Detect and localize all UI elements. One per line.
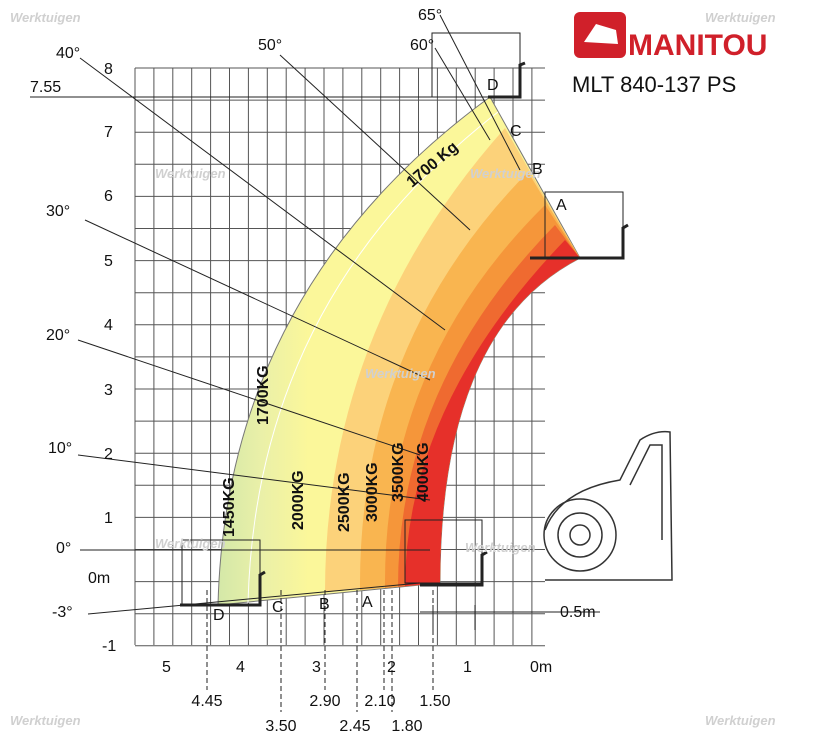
- y-label: 5: [104, 253, 113, 270]
- x-label: 5: [162, 659, 171, 676]
- reach-dim: 2.10: [364, 693, 395, 710]
- angle-labels: 65° 60° 50° 40° 30° 20° 10° 0° -3°: [46, 7, 442, 621]
- angle-label: 50°: [258, 37, 282, 54]
- angle-label: 40°: [56, 45, 80, 62]
- reach-dim: 2.90: [309, 693, 340, 710]
- y-label: -1: [102, 638, 116, 655]
- points: D C B A D C B A: [213, 77, 567, 624]
- y-label: 4: [104, 317, 113, 334]
- load-label: 3000KG: [364, 462, 381, 522]
- reach-dim: 1.80: [391, 718, 422, 735]
- y-label: 7: [104, 124, 113, 141]
- load-label: 3500KG: [390, 442, 407, 502]
- point-label: A: [556, 197, 567, 214]
- band-edge: [247, 111, 499, 604]
- x-labels: 5 4 3 2 1 0m: [162, 659, 552, 676]
- y-label: 2: [104, 446, 113, 463]
- reach-dims: 4.45 3.50 2.90 2.45 2.10 1.80 1.50 0.5m: [191, 604, 595, 735]
- watermark: Werktuigen: [465, 540, 536, 555]
- angle-label: 20°: [46, 327, 70, 344]
- point-label: C: [272, 599, 284, 616]
- angle-label: 30°: [46, 203, 70, 220]
- watermark: Werktuigen: [155, 536, 226, 551]
- point-label: A: [362, 594, 373, 611]
- watermark: Werktuigen: [470, 166, 541, 181]
- reach-dim: 4.45: [191, 693, 222, 710]
- watermark: Werktuigen: [10, 10, 81, 25]
- angle-label: 65°: [418, 7, 442, 24]
- load-label: 2500KG: [336, 472, 353, 532]
- y-labels: 8 7 6 5 4 3 2 1 0m -1 7.55: [30, 61, 116, 655]
- angle-label: 60°: [410, 37, 434, 54]
- reach-dim: 1.50: [419, 693, 450, 710]
- angle-label: -3°: [52, 604, 73, 621]
- watermark: Werktuigen: [365, 366, 436, 381]
- point-label: D: [487, 77, 499, 94]
- watermark: Werktuigen: [155, 166, 226, 181]
- model: MLT 840-137 PS: [572, 72, 736, 97]
- fork-dim: 0.5m: [560, 604, 596, 621]
- x-label: 4: [236, 659, 245, 676]
- y-label: 6: [104, 188, 113, 205]
- y-label: 8: [104, 61, 113, 78]
- x-label: 3: [312, 659, 321, 676]
- x-label: 0m: [530, 659, 552, 676]
- brand: MANITOU: [628, 29, 767, 62]
- angle-label: 10°: [48, 440, 72, 457]
- watermark: Werktuigen: [705, 713, 776, 728]
- forks: [180, 32, 629, 630]
- reach-dim: 2.45: [339, 718, 370, 735]
- reach-dim: 3.50: [265, 718, 296, 735]
- y-label: 1: [104, 510, 113, 527]
- load-label: 1700KG: [255, 365, 272, 425]
- max-height: 7.55: [30, 79, 61, 96]
- watermark: Werktuigen: [10, 713, 81, 728]
- x-label: 2: [387, 659, 396, 676]
- logo: MANITOU MLT 840-137 PS: [572, 12, 767, 97]
- machine: [543, 430, 673, 581]
- point-label: B: [532, 161, 543, 178]
- load-bands: [217, 96, 581, 606]
- point-label: B: [319, 596, 330, 613]
- angle-lines: [30, 14, 521, 615]
- reach-lines: [206, 590, 434, 712]
- load-label: 1450KG: [221, 477, 238, 537]
- y-label: 3: [104, 382, 113, 399]
- load-label: 4000KG: [415, 442, 432, 502]
- angle-label: 0°: [56, 540, 71, 557]
- y-label: 0m: [88, 570, 110, 587]
- point-label: C: [510, 123, 522, 140]
- watermark: Werktuigen: [705, 10, 776, 25]
- x-label: 1: [463, 659, 472, 676]
- load-label: 2000KG: [290, 470, 307, 530]
- point-label: D: [213, 607, 225, 624]
- band-4000: [405, 240, 580, 586]
